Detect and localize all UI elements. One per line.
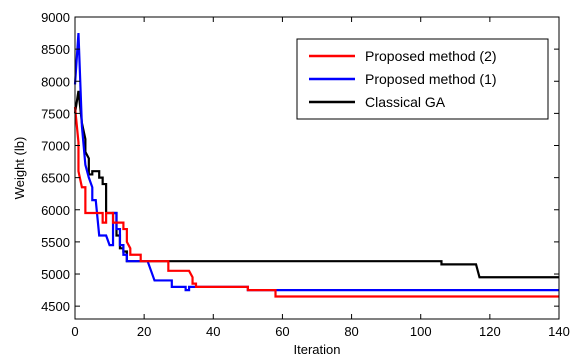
legend-label: Proposed method (2) bbox=[365, 48, 497, 64]
legend: Proposed method (2) Proposed method (1) Cl… bbox=[296, 38, 549, 120]
x-tick-label: 140 bbox=[548, 324, 570, 339]
y-tick-label: 7500 bbox=[41, 106, 70, 121]
x-tick-label: 60 bbox=[275, 324, 289, 339]
y-axis-label: Weight (lb) bbox=[12, 137, 27, 200]
series-layer bbox=[73, 32, 559, 298]
y-tick-label: 6500 bbox=[41, 171, 70, 186]
x-tick-label: 0 bbox=[71, 324, 78, 339]
y-tick-label: 5000 bbox=[41, 267, 70, 282]
y-tick-label: 4500 bbox=[41, 299, 70, 314]
ticks-layer: 0 20 40 60 80 100 120 140 4500 5000 5500 6000 6500 70… bbox=[41, 10, 570, 339]
series-line-3 bbox=[73, 106, 559, 298]
x-tick-label: 20 bbox=[137, 324, 151, 339]
y-tick-label: 9000 bbox=[41, 10, 70, 25]
legend-label: Classical GA bbox=[365, 94, 446, 110]
y-tick-label: 8500 bbox=[41, 42, 70, 57]
series-line-2 bbox=[73, 32, 559, 292]
x-tick-label: 40 bbox=[206, 324, 220, 339]
legend-label: Proposed method (1) bbox=[365, 71, 497, 87]
x-axis-label: Iteration bbox=[294, 342, 341, 357]
x-tick-label: 120 bbox=[479, 324, 501, 339]
y-tick-label: 8000 bbox=[41, 74, 70, 89]
x-tick-label: 100 bbox=[410, 324, 432, 339]
y-tick-label: 7000 bbox=[41, 139, 70, 154]
y-tick-label: 5500 bbox=[41, 235, 70, 250]
plot-frame bbox=[74, 16, 560, 320]
y-tick-label: 6000 bbox=[41, 203, 70, 218]
x-tick-label: 80 bbox=[344, 324, 358, 339]
